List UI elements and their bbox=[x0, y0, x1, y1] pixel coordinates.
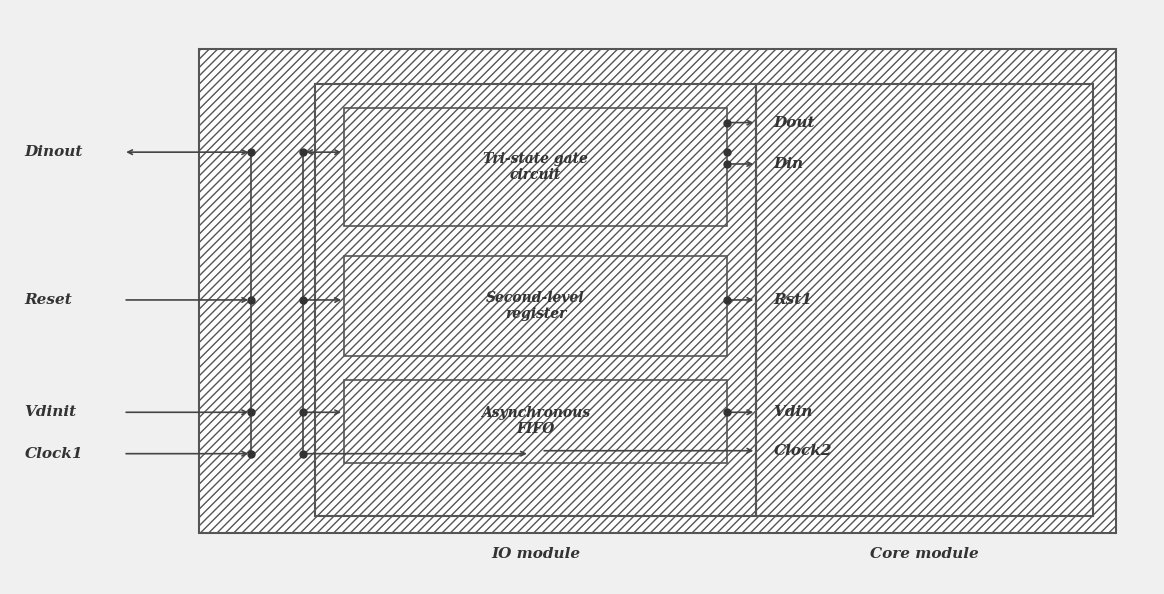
Text: Clock1: Clock1 bbox=[24, 447, 83, 461]
Bar bbox=[199, 49, 1116, 533]
Text: IO module: IO module bbox=[491, 547, 580, 561]
Text: Clock2: Clock2 bbox=[774, 444, 832, 458]
Bar bbox=[343, 108, 728, 226]
Bar bbox=[343, 380, 728, 463]
Bar bbox=[343, 380, 728, 463]
Bar bbox=[343, 108, 728, 226]
Text: Vdin: Vdin bbox=[774, 405, 812, 419]
Text: Din: Din bbox=[774, 157, 803, 171]
Bar bbox=[199, 49, 1116, 533]
Bar bbox=[343, 255, 728, 356]
Bar bbox=[315, 84, 757, 516]
Text: Second-level
register: Second-level register bbox=[487, 291, 584, 321]
Text: Reset: Reset bbox=[24, 293, 72, 307]
Text: Tri-state gate
circuit: Tri-state gate circuit bbox=[483, 152, 588, 182]
Text: Dout: Dout bbox=[774, 116, 815, 129]
Bar bbox=[343, 255, 728, 356]
Text: Vdinit: Vdinit bbox=[24, 405, 77, 419]
Bar bbox=[757, 84, 1093, 516]
Text: Dinout: Dinout bbox=[24, 145, 83, 159]
Bar bbox=[757, 84, 1093, 516]
Text: Rst1: Rst1 bbox=[774, 293, 812, 307]
Bar bbox=[315, 84, 757, 516]
Text: Core module: Core module bbox=[871, 547, 979, 561]
Text: Asynchronous
FIFO: Asynchronous FIFO bbox=[481, 406, 590, 436]
